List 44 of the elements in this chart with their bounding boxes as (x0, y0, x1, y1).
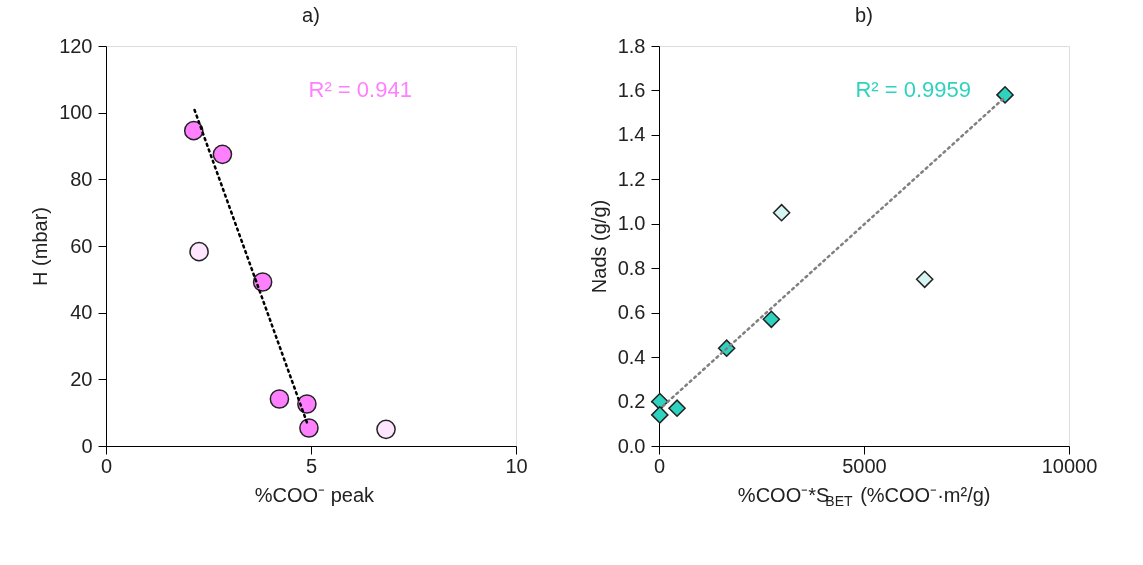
y-axis-title: H (mbar) (29, 207, 52, 286)
chart-title: b) (855, 4, 873, 26)
y-tick-label: 1.6 (617, 78, 646, 101)
y-tick-label: 80 (70, 167, 93, 190)
point (297, 394, 317, 414)
x-tick-label: 5 (305, 454, 318, 477)
y-tick-label: 1.8 (617, 34, 646, 57)
y-axis-title: Nads (g/g) (587, 199, 610, 294)
point (183, 120, 204, 141)
point (915, 270, 934, 289)
point (996, 86, 1014, 104)
point (772, 203, 791, 222)
y-tick-label: 1.0 (617, 212, 646, 235)
y-tick-label: 0.4 (617, 345, 646, 368)
chart-title: a) (302, 4, 320, 26)
y-tick-label: 120 (59, 34, 93, 57)
y-tick-label: 0.8 (617, 256, 646, 279)
y-tick-label: 0.2 (617, 390, 646, 413)
point (252, 272, 273, 292)
y-tick-label: 1.2 (617, 167, 646, 190)
y-tick-label: 100 (59, 101, 93, 124)
annotation: R² = 0.941 (308, 77, 412, 102)
x-tick-label: 10 (505, 454, 528, 477)
point (269, 389, 290, 409)
x-axis-title: %COO⁻ peak (254, 484, 376, 506)
point (376, 419, 396, 440)
x-tick-label: 0 (653, 454, 666, 477)
y-tick-label: 0.6 (617, 301, 646, 324)
y-tick-label: 60 (70, 234, 93, 257)
point (189, 241, 209, 262)
point (668, 399, 686, 418)
y-tick-label: 0 (81, 434, 93, 457)
x-tick-label: 0 (100, 454, 113, 477)
y-tick-label: 1.4 (617, 123, 646, 146)
point (212, 144, 233, 165)
x-tick-label: 10000 (1041, 454, 1098, 477)
y-tick-label: 40 (70, 301, 93, 324)
point (651, 406, 669, 424)
annotation: R² = 0.9959 (855, 77, 971, 102)
x-tick-label: 5000 (842, 454, 887, 477)
point (762, 310, 781, 329)
y-tick-label: 0.0 (617, 434, 646, 457)
point (299, 418, 319, 438)
y-tick-label: 20 (70, 367, 93, 390)
